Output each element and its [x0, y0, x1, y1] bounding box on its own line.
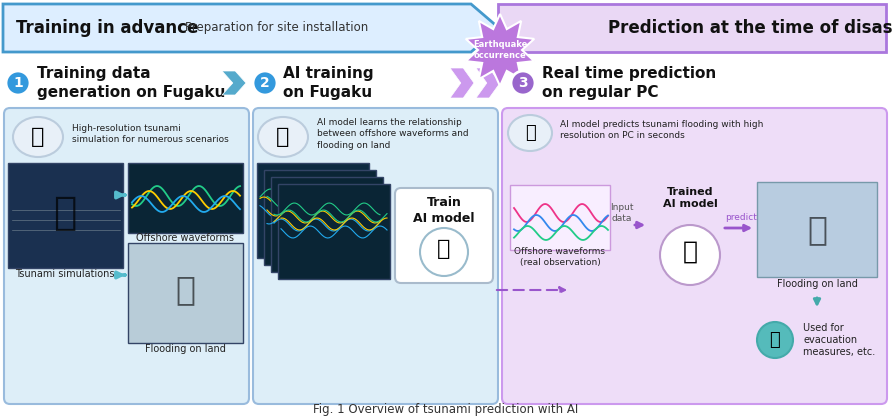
Text: Prediction at the time of disaster: Prediction at the time of disaster: [608, 19, 892, 37]
Polygon shape: [476, 68, 500, 98]
Bar: [757, 182, 877, 277]
Text: 🖥️: 🖥️: [31, 127, 45, 147]
Bar: [8, 163, 123, 268]
Text: 💻: 💻: [524, 124, 535, 142]
Bar: [128, 163, 243, 233]
Text: Flooding on land: Flooding on land: [145, 344, 226, 354]
Text: 📢: 📢: [770, 331, 780, 349]
Polygon shape: [466, 14, 534, 86]
Text: 🖥️: 🖥️: [277, 127, 290, 147]
Text: Training data
generation on Fugaku: Training data generation on Fugaku: [37, 66, 226, 100]
Text: Real time prediction
on regular PC: Real time prediction on regular PC: [542, 66, 716, 100]
Text: Tsunami simulations: Tsunami simulations: [15, 269, 115, 279]
Circle shape: [757, 322, 793, 358]
FancyBboxPatch shape: [4, 108, 249, 404]
Text: 2: 2: [260, 76, 270, 90]
Circle shape: [253, 71, 277, 95]
Text: Training data: Training data: [268, 262, 332, 272]
Text: Training in advance: Training in advance: [16, 19, 198, 37]
Text: Offshore waveforms: Offshore waveforms: [136, 233, 234, 243]
Polygon shape: [3, 4, 499, 52]
Text: Input
data: Input data: [610, 203, 633, 223]
FancyBboxPatch shape: [502, 108, 887, 404]
Text: Preparation for site installation: Preparation for site installation: [185, 22, 368, 35]
Bar: [264, 170, 376, 265]
Text: 🗾: 🗾: [54, 194, 77, 232]
Bar: [257, 163, 369, 258]
Text: 🌊: 🌊: [807, 213, 827, 247]
Circle shape: [511, 71, 535, 95]
Text: AI model learns the relationship
between offshore waveforms and
flooding on land: AI model learns the relationship between…: [317, 119, 468, 150]
Ellipse shape: [258, 117, 308, 157]
FancyBboxPatch shape: [253, 108, 498, 404]
Text: Earthquake
occurrence: Earthquake occurrence: [473, 40, 527, 60]
Polygon shape: [450, 68, 474, 98]
Bar: [128, 243, 243, 343]
Text: 🌊: 🌊: [175, 273, 195, 307]
Text: High-resolution tsunami
simulation for numerous scenarios: High-resolution tsunami simulation for n…: [72, 124, 228, 144]
Text: AI training
on Fugaku: AI training on Fugaku: [283, 66, 374, 100]
Text: Train
AI model: Train AI model: [413, 196, 475, 225]
Circle shape: [420, 228, 468, 276]
Text: Offshore waveforms
(real observation): Offshore waveforms (real observation): [515, 247, 606, 267]
Ellipse shape: [13, 117, 63, 157]
Text: Fig. 1 Overview of tsunami prediction with AI: Fig. 1 Overview of tsunami prediction wi…: [313, 404, 579, 416]
Text: AI model predicts tsunami flooding with high
resolution on PC in seconds: AI model predicts tsunami flooding with …: [560, 120, 764, 140]
Text: 🤖: 🤖: [437, 239, 450, 259]
Bar: [498, 4, 886, 52]
Text: 🤖: 🤖: [682, 240, 698, 264]
Bar: [278, 184, 390, 279]
Text: Used for
evacuation
measures, etc.: Used for evacuation measures, etc.: [803, 322, 875, 357]
Polygon shape: [222, 71, 246, 95]
Ellipse shape: [508, 115, 552, 151]
Text: 3: 3: [518, 76, 528, 90]
Circle shape: [660, 225, 720, 285]
Bar: [271, 177, 383, 272]
Bar: [510, 185, 610, 250]
FancyBboxPatch shape: [395, 188, 493, 283]
Text: predict: predict: [725, 213, 757, 223]
Circle shape: [6, 71, 30, 95]
Text: Trained
AI model: Trained AI model: [663, 187, 717, 209]
Text: Flooding on land: Flooding on land: [777, 279, 857, 289]
Text: 1: 1: [13, 76, 23, 90]
